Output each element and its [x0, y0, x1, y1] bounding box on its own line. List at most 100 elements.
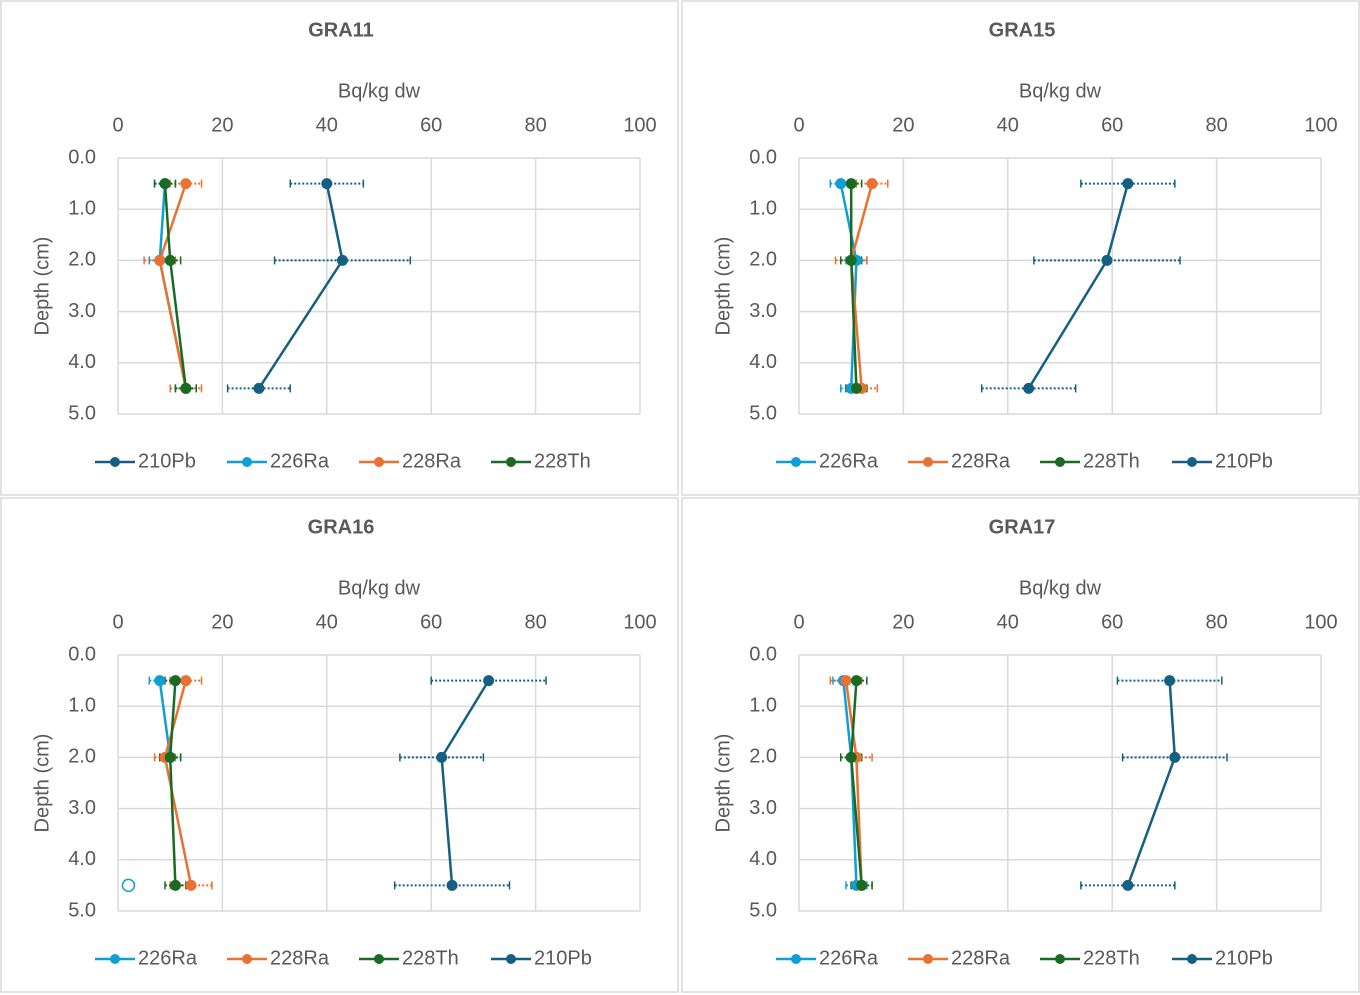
y-tick-label: 5.0: [749, 899, 777, 921]
data-point: [845, 751, 857, 763]
x-tick-label: 100: [623, 114, 656, 136]
legend-marker: [923, 457, 933, 467]
x-tick-label: 40: [316, 114, 338, 136]
x-tick-label: 80: [524, 611, 546, 633]
error-bar: [1080, 881, 1176, 890]
x-axis-label: Bq/kg dw: [1019, 80, 1102, 102]
data-point: [180, 178, 192, 190]
series-line: [163, 680, 193, 886]
y-tick-label: 5.0: [68, 899, 96, 921]
legend-marker: [506, 457, 516, 467]
legend-label: 210Pb: [1215, 450, 1273, 472]
data-point: [845, 254, 857, 266]
legend-marker: [374, 954, 384, 964]
legend-label: 226Ra: [819, 450, 879, 472]
data-point: [850, 382, 862, 394]
y-tick-label: 1.0: [68, 694, 96, 716]
x-tick-label: 40: [316, 611, 338, 633]
y-tick-label: 4.0: [68, 351, 96, 373]
x-tick-label: 80: [1205, 114, 1227, 136]
data-point: [164, 751, 176, 763]
panel-border: [681, 0, 1360, 496]
panel-border: [0, 497, 679, 993]
y-tick-label: 3.0: [749, 797, 777, 819]
legend-marker: [374, 457, 384, 467]
data-point: [321, 178, 333, 190]
series-line: [1027, 183, 1130, 390]
data-point: [121, 878, 136, 893]
y-tick-label: 0.0: [749, 643, 777, 665]
data-point: [253, 382, 265, 394]
y-tick-label: 1.0: [68, 197, 96, 219]
data-point: [840, 675, 852, 687]
panel-border: [0, 0, 679, 496]
x-tick-label: 60: [420, 114, 442, 136]
legend-label: 228Ra: [951, 947, 1011, 969]
x-tick-label: 40: [997, 611, 1019, 633]
data-point: [169, 879, 181, 891]
x-axis-label: Bq/kg dw: [338, 577, 421, 599]
x-tick-label: 0: [793, 114, 804, 136]
legend-marker: [1187, 954, 1197, 964]
data-point: [1101, 254, 1113, 266]
data-point: [483, 675, 495, 687]
data-point: [856, 879, 868, 891]
x-tick-label: 100: [623, 611, 656, 633]
panel: GRA17 Bq/kg dw Depth (cm) 0 20 40 60 80 100 0.0 1.…: [681, 497, 1360, 993]
data-point: [866, 178, 878, 190]
y-tick-label: 0.0: [68, 643, 96, 665]
x-tick-label: 80: [524, 114, 546, 136]
data-point: [1164, 675, 1176, 687]
y-tick-label: 3.0: [749, 300, 777, 322]
data-point: [850, 675, 862, 687]
error-bar: [273, 256, 412, 265]
y-tick-label: 0.0: [749, 146, 777, 168]
y-tick-label: 5.0: [749, 402, 777, 424]
legend-label: 228Th: [402, 947, 459, 969]
chart-title: GRA11: [308, 19, 374, 41]
data-point: [154, 675, 166, 687]
legend-marker: [506, 954, 516, 964]
data-point: [185, 879, 197, 891]
series-line: [257, 183, 344, 390]
y-tick-label: 2.0: [749, 249, 777, 271]
chart-title: GRA17: [989, 516, 1056, 538]
legend-label: 210Pb: [1215, 947, 1273, 969]
y-tick-label: 1.0: [749, 197, 777, 219]
legend-label: 228Ra: [402, 450, 462, 472]
x-tick-label: 20: [211, 114, 233, 136]
legend-marker: [242, 954, 252, 964]
data-point: [180, 675, 192, 687]
legend-marker: [1055, 954, 1065, 964]
y-axis-label: Depth (cm): [31, 734, 53, 833]
data-point: [164, 254, 176, 266]
legend-marker: [923, 954, 933, 964]
x-tick-label: 20: [892, 611, 914, 633]
data-point: [1169, 751, 1181, 763]
panel: GRA11 Bq/kg dw Depth (cm) 0 20 40 60 80 100 0.0 1.…: [0, 0, 679, 496]
x-tick-label: 100: [1304, 611, 1337, 633]
y-tick-label: 4.0: [68, 848, 96, 870]
data-point: [1122, 879, 1134, 891]
y-tick-label: 1.0: [749, 694, 777, 716]
x-axis-label: Bq/kg dw: [1019, 577, 1102, 599]
error-bar: [174, 384, 198, 393]
x-tick-label: 0: [112, 114, 123, 136]
data-point: [180, 382, 192, 394]
data-point: [436, 751, 448, 763]
chart-title: GRA16: [308, 516, 375, 538]
legend-marker: [242, 457, 252, 467]
x-tick-label: 60: [1101, 611, 1123, 633]
legend-label: 228Th: [1083, 450, 1140, 472]
y-tick-label: 4.0: [749, 848, 777, 870]
legend-label: 226Ra: [270, 450, 330, 472]
legend-marker: [791, 457, 801, 467]
error-bar: [1080, 179, 1176, 188]
legend-label: 226Ra: [819, 947, 879, 969]
data-point: [336, 254, 348, 266]
legend-marker: [110, 457, 120, 467]
legend-label: 226Ra: [138, 947, 198, 969]
panel: GRA15 Bq/kg dw Depth (cm) 0 20 40 60 80 100 0.0 1.…: [681, 0, 1360, 496]
data-point: [835, 178, 847, 190]
